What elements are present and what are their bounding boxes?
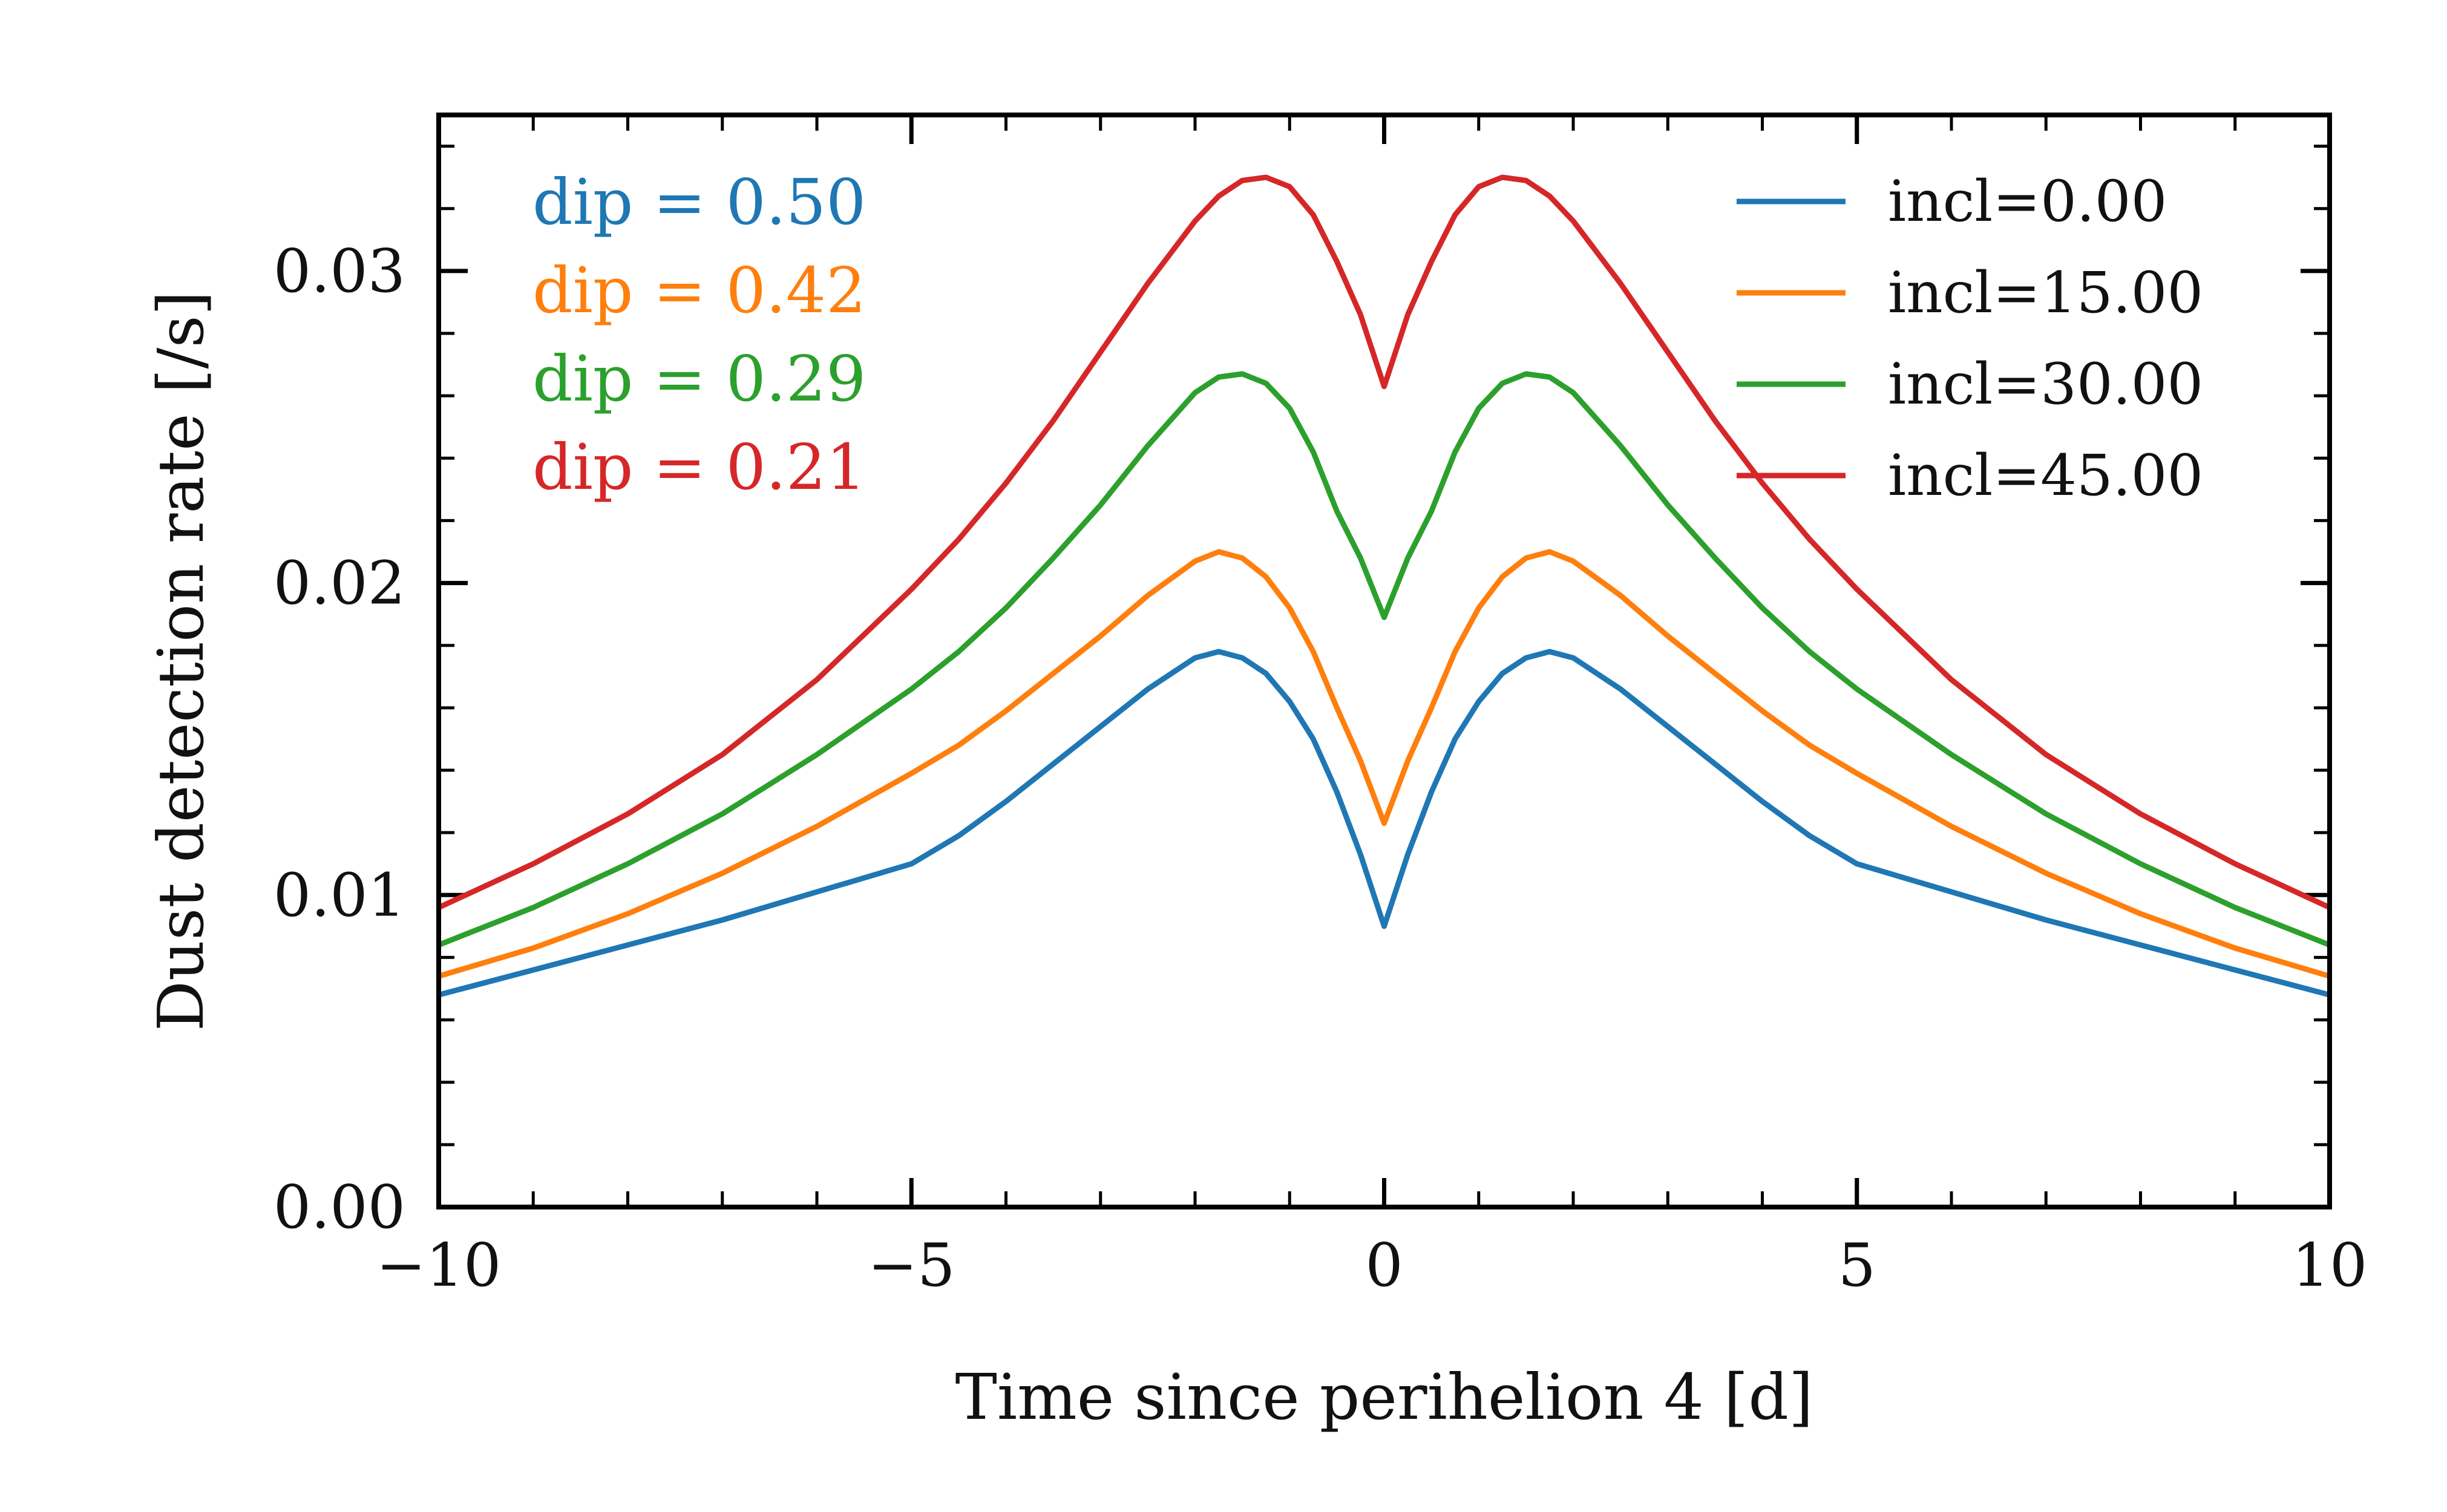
axis-ticks	[436, 115, 2332, 1209]
series-line-3	[437, 174, 2331, 910]
legend-label-incl-30: incl=30.00	[1888, 352, 2203, 417]
legend-label-incl-45: incl=45.00	[1888, 443, 2203, 509]
y-tick-label: 0.03	[274, 237, 405, 306]
y-tick-label: 0.01	[274, 861, 405, 930]
dip-annotation-incl-0: dip = 0.50	[532, 165, 866, 239]
y-tick-label: 0.02	[274, 549, 405, 618]
x-tick-label: −5	[868, 1231, 955, 1300]
legend-label-incl-15: incl=15.00	[1888, 260, 2203, 326]
x-tick-label: 0	[1365, 1231, 1403, 1300]
y-tick-label: 0.00	[274, 1173, 405, 1242]
y-axis-title: Dust detection rate [/s]	[144, 291, 218, 1032]
x-axis-title: Time since perihelion 4 [d]	[955, 1360, 1813, 1434]
legend-label-incl-0: incl=0.00	[1888, 169, 2167, 235]
series-line-2	[437, 371, 2331, 947]
x-tick-label: 5	[1838, 1231, 1876, 1300]
series-lines	[437, 174, 2331, 998]
dip-annotation-incl-45: dip = 0.21	[532, 430, 866, 504]
dip-annotation-incl-15: dip = 0.42	[532, 254, 866, 327]
dip-annotations: dip = 0.50 dip = 0.42 dip = 0.29 dip = 0…	[532, 165, 866, 504]
dip-annotation-incl-30: dip = 0.29	[532, 342, 866, 416]
plot-frame	[436, 113, 2332, 1209]
series-line-1	[437, 549, 2331, 979]
tick-labels: −10 −5 0 5 10 0.00 0.01 0.02 0.03	[274, 237, 2368, 1300]
x-tick-label: −10	[376, 1231, 502, 1300]
series-line-0	[437, 649, 2331, 998]
legend: incl=0.00 incl=15.00 incl=30.00 incl=45.…	[1737, 169, 2203, 509]
x-tick-label: 10	[2292, 1231, 2368, 1300]
